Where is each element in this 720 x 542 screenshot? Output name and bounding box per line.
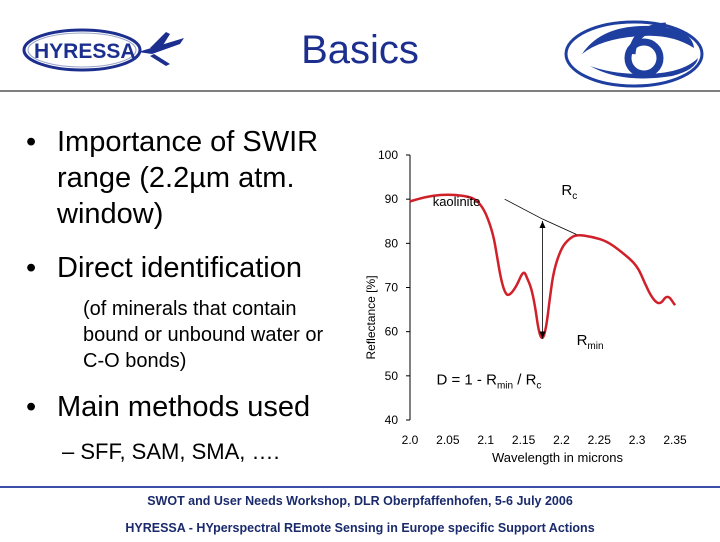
x-tick-label: 2.0 (402, 433, 419, 447)
series-label: kaolinite (433, 194, 481, 209)
methods-sub: – SFF, SAM, SMA, …. (62, 439, 280, 464)
kaolinite-curve (409, 193, 677, 340)
continuum-line-right (542, 218, 577, 235)
footer-line-1: SWOT and User Needs Workshop, DLR Oberpf… (147, 494, 573, 508)
x-tick-label: 2.2 (553, 433, 570, 447)
arrow-up-icon (539, 221, 546, 229)
logo-text: HYRESSA (34, 40, 136, 63)
sub-text-2: bound or unbound water or (83, 324, 324, 346)
continuum-line-left (504, 198, 543, 220)
y-tick-label: 70 (385, 281, 399, 295)
header-divider (0, 90, 720, 92)
x-axis-label: Wavelength in microns (492, 450, 624, 465)
y-tick-label: 40 (385, 413, 399, 427)
y-axis-label: Reflectance [%] (364, 275, 378, 359)
hyressa-logo: HYRESSA (22, 28, 184, 72)
x-tick-label: 2.25 (588, 433, 612, 447)
bullet-dot-icon: • (26, 252, 37, 284)
sub-text-1: (of minerals that contain (83, 298, 297, 320)
chart-ticks: 100 90 80 70 60 50 402.0 2.05 2.1 2.15 2.2 2.25 2.3 2… (378, 148, 687, 447)
footer-line-2: HYRESSA - HYperspectral REmote Sensing i… (125, 521, 595, 535)
sub-text-3: C-O bonds) (83, 350, 187, 372)
page-title: Basics (301, 28, 419, 72)
x-tick-label: 2.1 (477, 433, 494, 447)
x-tick-label: 2.15 (512, 433, 536, 447)
arrow-down-icon (539, 331, 546, 339)
x-tick-label: 2.35 (663, 433, 687, 447)
x-tick-label: 2.3 (629, 433, 646, 447)
y-tick-label: 60 (385, 325, 399, 339)
rmin-label: Rmin (577, 332, 604, 352)
x-tick-label: 2.05 (436, 433, 460, 447)
y-tick-label: 100 (378, 148, 398, 162)
bullet-dot-icon: • (26, 391, 37, 423)
y-tick-label: 50 (385, 369, 399, 383)
bullet-dot-icon: • (26, 126, 37, 158)
footer: SWOT and User Needs Workshop, DLR Oberpf… (0, 486, 720, 542)
airplane-icon (138, 32, 184, 66)
y-tick-label: 90 (385, 192, 399, 206)
reflectance-chart: 100 90 80 70 60 50 402.0 2.05 2.1 2.15 2.2 2.25 2.3 2… (364, 148, 687, 465)
fp6-logo (564, 20, 704, 88)
rc-label: Rc (561, 182, 577, 202)
y-tick-label: 80 (385, 236, 399, 250)
formula-label: D = 1 - Rmin / Rc (437, 372, 542, 392)
